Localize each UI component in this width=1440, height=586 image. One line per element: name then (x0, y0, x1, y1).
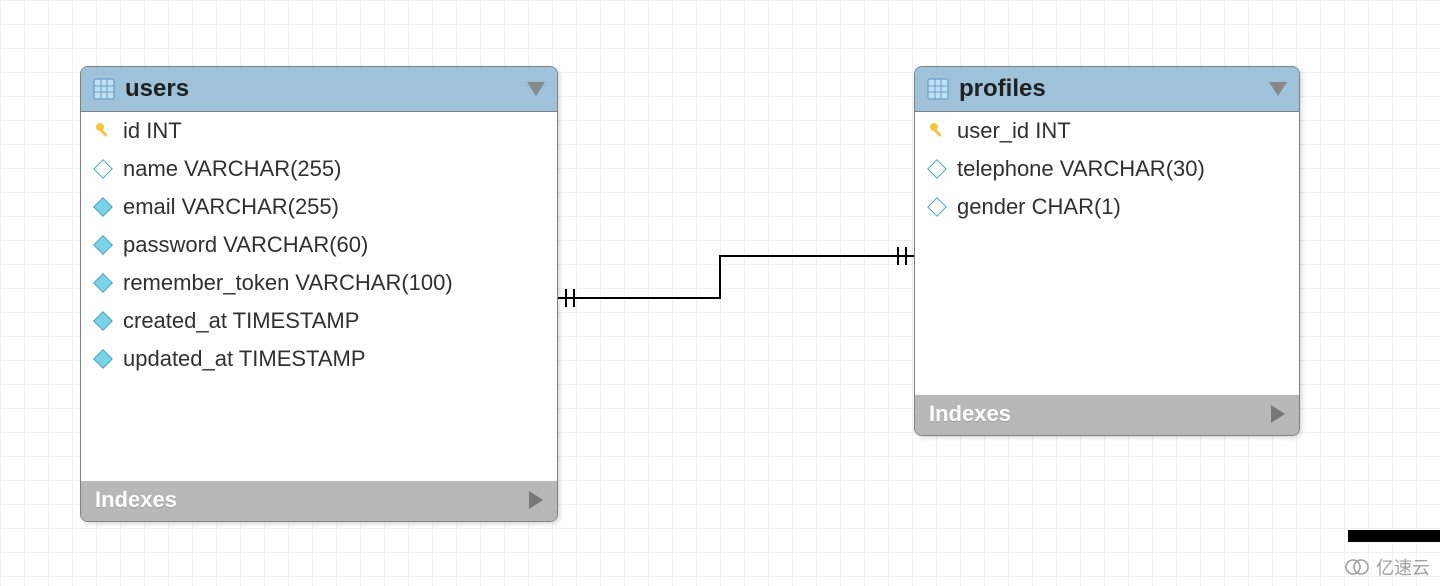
table-users-indexes[interactable]: Indexes (81, 481, 557, 521)
column-diamond-icon (93, 235, 113, 255)
indexes-label: Indexes (95, 487, 529, 513)
column-row[interactable]: gender CHAR(1) (915, 188, 1299, 226)
column-row[interactable]: name VARCHAR(255) (81, 150, 557, 188)
column-label: id INT (123, 118, 182, 144)
table-profiles-indexes[interactable]: Indexes (915, 395, 1299, 435)
column-label: user_id INT (957, 118, 1071, 144)
collapse-icon[interactable] (1269, 82, 1287, 96)
column-row[interactable]: remember_token VARCHAR(100) (81, 264, 557, 302)
watermark-text: 亿速云 (1376, 554, 1430, 580)
column-row[interactable]: email VARCHAR(255) (81, 188, 557, 226)
column-label: remember_token VARCHAR(100) (123, 270, 453, 296)
table-users-header[interactable]: users (81, 67, 557, 112)
column-diamond-icon (927, 197, 947, 217)
column-diamond-icon (927, 159, 947, 179)
column-row[interactable]: created_at TIMESTAMP (81, 302, 557, 340)
expand-icon (1271, 405, 1285, 423)
watermark: 亿速云 (1344, 554, 1430, 580)
table-profiles-header[interactable]: profiles (915, 67, 1299, 112)
relationship-line (528, 226, 944, 328)
expand-icon (529, 491, 543, 509)
table-icon (927, 78, 949, 100)
table-profiles-title: profiles (959, 75, 1269, 103)
column-label: created_at TIMESTAMP (123, 308, 359, 334)
primary-key-icon (927, 121, 947, 141)
column-label: telephone VARCHAR(30) (957, 156, 1205, 182)
table-users-columns: id INT name VARCHAR(255) email VARCHAR(255… (81, 112, 557, 481)
column-row[interactable]: user_id INT (915, 112, 1299, 150)
table-icon (93, 78, 115, 100)
column-row[interactable]: updated_at TIMESTAMP (81, 340, 557, 378)
column-diamond-icon (93, 273, 113, 293)
column-label: email VARCHAR(255) (123, 194, 339, 220)
column-row[interactable]: password VARCHAR(60) (81, 226, 557, 264)
column-label: name VARCHAR(255) (123, 156, 341, 182)
table-users-title: users (125, 75, 527, 103)
collapse-icon[interactable] (527, 82, 545, 96)
column-row[interactable]: id INT (81, 112, 557, 150)
primary-key-icon (93, 121, 113, 141)
column-diamond-icon (93, 159, 113, 179)
column-label: password VARCHAR(60) (123, 232, 368, 258)
table-profiles[interactable]: profiles user_id INT telephone VARCHAR(30… (914, 66, 1300, 436)
column-label: updated_at TIMESTAMP (123, 346, 366, 372)
column-diamond-icon (93, 349, 113, 369)
column-diamond-icon (93, 197, 113, 217)
column-label: gender CHAR(1) (957, 194, 1121, 220)
decorative-bar (1348, 530, 1440, 542)
table-profiles-columns: user_id INT telephone VARCHAR(30) gender C… (915, 112, 1299, 395)
column-diamond-icon (93, 311, 113, 331)
erd-canvas: users id INT name VARCHAR(255) email VARCH… (0, 0, 1440, 586)
column-row[interactable]: telephone VARCHAR(30) (915, 150, 1299, 188)
table-users[interactable]: users id INT name VARCHAR(255) email VARCH… (80, 66, 558, 522)
indexes-label: Indexes (929, 401, 1271, 427)
